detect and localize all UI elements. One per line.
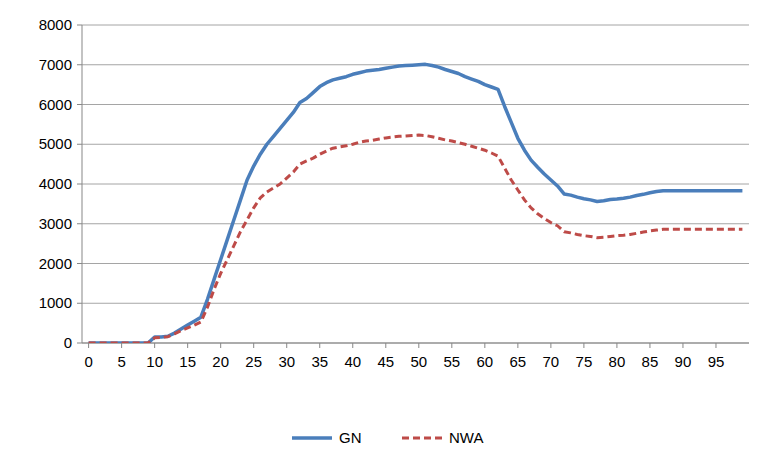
x-tick	[121, 343, 122, 348]
y-tick-label: 0	[64, 334, 72, 351]
x-tick	[253, 343, 254, 348]
x-tick	[154, 343, 155, 348]
x-tick	[649, 343, 650, 348]
x-tick-label: 80	[609, 353, 626, 370]
x-tick	[286, 343, 287, 348]
x-tick-label: 55	[443, 353, 460, 370]
x-tick-label: 25	[245, 353, 262, 370]
grid-line	[82, 223, 749, 224]
x-tick-label: 50	[410, 353, 427, 370]
background	[0, 0, 774, 464]
x-tick	[187, 343, 188, 348]
x-tick-label: 75	[576, 353, 593, 370]
y-tick-label: 7000	[39, 56, 72, 73]
y-tick	[77, 144, 82, 145]
y-tick-label: 3000	[39, 215, 72, 232]
x-tick-label: 70	[543, 353, 560, 370]
grid-line	[82, 144, 749, 145]
x-tick	[352, 343, 353, 348]
x-tick-label: 10	[146, 353, 163, 370]
legend-label: GN	[339, 429, 362, 446]
x-tick	[550, 343, 551, 348]
y-tick-label: 4000	[39, 175, 72, 192]
x-tick	[682, 343, 683, 348]
series-line	[89, 64, 743, 343]
y-tick-label: 8000	[39, 16, 72, 33]
y-tick	[77, 223, 82, 224]
x-tick-label: 95	[708, 353, 725, 370]
x-tick	[88, 343, 89, 348]
x-tick-label: 5	[117, 353, 125, 370]
series-line	[89, 135, 743, 343]
x-tick	[517, 343, 518, 348]
x-tick	[385, 343, 386, 348]
y-tick	[77, 64, 82, 65]
y-tick	[77, 104, 82, 105]
x-axis	[82, 343, 749, 344]
x-tick-label: 85	[642, 353, 659, 370]
y-tick	[77, 303, 82, 304]
grid-line	[82, 263, 749, 264]
x-tick-label: 20	[212, 353, 229, 370]
y-tick	[77, 25, 82, 26]
x-tick-label: 60	[476, 353, 493, 370]
x-tick	[451, 343, 452, 348]
chart: 0 1000 2000 3000 4000 5000 6000 7000 8000 0 5 10 15 2…	[0, 0, 774, 464]
grid-line	[82, 25, 749, 26]
x-tick-label: 90	[675, 353, 692, 370]
legend-swatch	[402, 437, 442, 440]
y-tick	[77, 343, 82, 344]
y-tick	[77, 263, 82, 264]
x-tick-label: 40	[344, 353, 361, 370]
grid-line	[82, 343, 749, 344]
legend-swatch	[292, 436, 332, 440]
x-tick-label: 45	[377, 353, 394, 370]
grid-line	[82, 184, 749, 185]
legend-label: NWA	[449, 429, 483, 446]
grid-line	[82, 303, 749, 304]
y-tick	[77, 184, 82, 185]
x-tick	[616, 343, 617, 348]
x-tick-label: 15	[179, 353, 196, 370]
y-axis	[82, 25, 83, 343]
x-tick-label: 35	[311, 353, 328, 370]
x-tick-label: 65	[510, 353, 527, 370]
y-tick-label: 5000	[39, 135, 72, 152]
x-tick-label: 30	[278, 353, 295, 370]
x-tick	[220, 343, 221, 348]
x-tick	[484, 343, 485, 348]
y-tick-label: 1000	[39, 294, 72, 311]
y-tick-label: 6000	[39, 96, 72, 113]
grid-line	[82, 104, 749, 105]
plot-area	[89, 64, 743, 343]
x-tick	[418, 343, 419, 348]
y-tick-label: 2000	[39, 255, 72, 272]
x-tick-label: 0	[84, 353, 92, 370]
x-tick	[319, 343, 320, 348]
x-tick	[715, 343, 716, 348]
x-tick	[583, 343, 584, 348]
